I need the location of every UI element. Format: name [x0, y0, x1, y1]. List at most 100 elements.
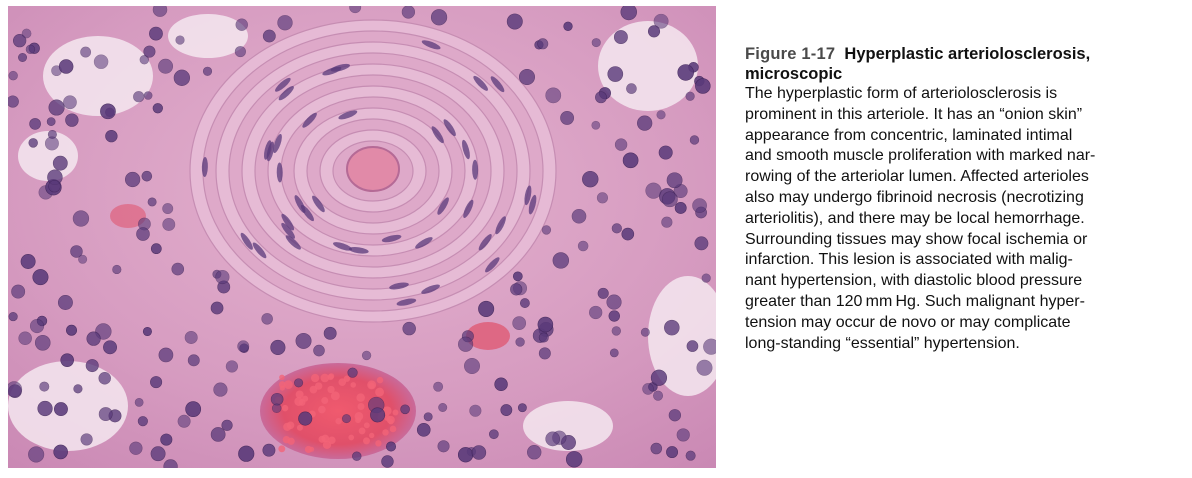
- cell-nucleus: [143, 91, 153, 100]
- red-cell: [389, 425, 397, 433]
- cell-nucleus: [609, 348, 619, 358]
- caption-title: Figure 1-17 Hyperplastic arteriolosclero…: [745, 44, 1180, 84]
- cell-nucleus: [63, 95, 77, 110]
- cell-nucleus: [613, 30, 628, 45]
- cell-nucleus: [433, 381, 444, 392]
- cell-nuclei: [8, 6, 716, 468]
- cell-nucleus: [689, 135, 700, 145]
- cell-nucleus: [342, 414, 351, 424]
- cell-nucleus: [73, 384, 83, 394]
- cell-nucleus: [28, 138, 38, 148]
- cell-nucleus: [137, 416, 148, 427]
- red-cell: [335, 417, 342, 425]
- red-cell: [338, 378, 347, 386]
- cell-nucleus: [661, 216, 673, 228]
- red-cell: [283, 422, 292, 431]
- cell-nucleus: [262, 29, 276, 43]
- cell-nucleus: [202, 66, 213, 76]
- caption-line: arteriolitis), and there may be local he…: [745, 209, 1085, 227]
- caption-line: prominent in this arteriole. It has an “…: [745, 105, 1083, 123]
- cell-nucleus: [494, 377, 508, 391]
- cell-nucleus: [133, 91, 145, 103]
- cell-nucleus: [65, 113, 79, 127]
- cell-nucleus: [686, 340, 699, 352]
- smooth-muscle-nucleus: [528, 194, 537, 215]
- caption-line: long-standing “essential” hypertension.: [745, 334, 1020, 352]
- cell-nucleus: [152, 6, 168, 17]
- cell-nucleus: [57, 295, 73, 310]
- cell-nucleus: [215, 269, 230, 285]
- onion-skin-arteriole: [189, 19, 557, 323]
- cell-nucleus: [270, 339, 286, 356]
- cell-nucleus: [221, 419, 233, 431]
- red-cell: [294, 397, 304, 406]
- cell-nucleus: [500, 404, 513, 416]
- red-cell: [279, 385, 286, 391]
- cell-nucleus: [423, 412, 433, 422]
- smooth-muscle-nucleus: [348, 246, 369, 254]
- cell-nucleus: [162, 218, 176, 231]
- red-cell: [388, 418, 394, 425]
- cell-nucleus: [171, 262, 185, 276]
- smooth-muscle-nucleus: [381, 234, 402, 243]
- cell-nucleus: [294, 378, 304, 388]
- cell-nucleus: [370, 407, 386, 423]
- cell-nucleus: [28, 446, 45, 463]
- cell-nucleus: [270, 392, 284, 406]
- cell-nucleus: [560, 111, 575, 125]
- smooth-muscle-nucleus: [276, 162, 283, 183]
- cell-nucleus: [614, 138, 628, 151]
- smooth-muscle-nucleus: [415, 237, 433, 249]
- cell-nucleus: [261, 313, 273, 325]
- cell-nucleus: [177, 414, 191, 428]
- red-cell: [382, 429, 389, 436]
- red-cell: [392, 409, 399, 416]
- red-cell: [279, 374, 285, 381]
- cell-nucleus: [611, 326, 621, 336]
- cell-nucleus: [664, 319, 680, 336]
- cell-nucleus: [25, 44, 36, 55]
- cell-nucleus: [313, 344, 325, 357]
- cell-nucleus: [80, 433, 93, 446]
- smooth-muscle-nucleus: [281, 222, 295, 239]
- cell-nucleus: [12, 33, 27, 48]
- red-cell: [322, 440, 332, 449]
- cell-nucleus: [650, 442, 663, 455]
- red-cell: [330, 391, 340, 401]
- cell-nucleus: [537, 38, 549, 50]
- cell-nucleus: [608, 310, 620, 322]
- cell-nucleus: [591, 38, 601, 48]
- caption-line: and smooth muscle proliferation with mar…: [745, 147, 1096, 165]
- cell-nucleus: [545, 431, 561, 447]
- cell-nucleus: [653, 13, 669, 29]
- red-cell: [278, 445, 286, 453]
- cell-nucleus: [143, 45, 156, 58]
- cell-nucleus: [150, 446, 166, 462]
- red-cell: [368, 382, 375, 389]
- hemorrhage-patch: [110, 204, 146, 228]
- cell-nucleus: [86, 331, 101, 346]
- cell-nucleus: [620, 6, 637, 21]
- cell-nucleus: [52, 155, 68, 171]
- cell-nucleus: [661, 191, 678, 208]
- cell-nucleus: [150, 243, 162, 255]
- cell-nucleus: [668, 409, 682, 422]
- cell-nucleus: [8, 381, 23, 398]
- cell-nucleus: [469, 404, 482, 417]
- cell-nucleus: [187, 354, 200, 367]
- red-cell: [318, 435, 326, 443]
- cell-nucleus: [696, 359, 713, 376]
- smooth-muscle-nucleus: [524, 185, 532, 206]
- cell-nucleus: [545, 87, 562, 104]
- cell-nucleus: [607, 66, 624, 82]
- smooth-muscle-nucleus: [472, 159, 479, 180]
- red-cell: [368, 432, 375, 439]
- red-cell: [376, 376, 384, 384]
- cell-nucleus: [8, 70, 18, 81]
- cell-nucleus: [703, 338, 716, 355]
- cell-nucleus: [46, 117, 56, 126]
- cell-nucleus: [225, 360, 239, 373]
- cell-nucleus: [158, 58, 174, 74]
- smooth-muscle-nucleus: [485, 257, 500, 273]
- red-cell: [375, 387, 384, 397]
